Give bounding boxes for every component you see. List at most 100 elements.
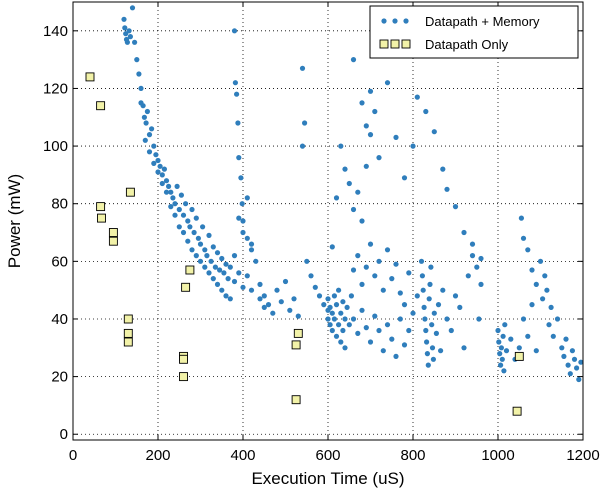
data-point <box>401 175 408 181</box>
data-point <box>185 218 191 224</box>
data-point <box>461 229 467 236</box>
data-point <box>359 218 365 224</box>
data-point <box>569 348 576 354</box>
data-point <box>231 253 238 259</box>
data-point <box>231 28 238 34</box>
data-point <box>138 85 144 91</box>
data-point <box>123 314 133 324</box>
data-point <box>193 215 199 221</box>
data-point <box>340 327 346 334</box>
data-point <box>136 71 142 77</box>
data-point <box>244 273 250 279</box>
data-point <box>376 258 382 264</box>
data-point <box>240 229 246 236</box>
data-point <box>338 310 344 316</box>
data-point <box>325 296 331 302</box>
data-point <box>244 195 250 201</box>
data-point <box>181 282 191 292</box>
data-point <box>422 316 428 322</box>
data-point <box>261 304 267 310</box>
data-point <box>176 206 182 213</box>
data-point <box>546 322 552 328</box>
data-point <box>129 5 136 11</box>
data-point <box>166 183 172 189</box>
data-point <box>287 307 293 313</box>
data-point <box>429 345 436 351</box>
data-point <box>321 302 327 308</box>
data-point <box>367 88 374 94</box>
data-point <box>265 302 272 308</box>
data-point <box>223 261 229 267</box>
data-point <box>346 322 352 328</box>
data-point <box>421 304 427 310</box>
data-point <box>96 202 106 212</box>
grid-lines <box>73 2 583 440</box>
data-point <box>204 253 210 259</box>
data-point <box>223 293 229 299</box>
data-point <box>444 316 450 322</box>
data-point <box>508 336 514 342</box>
x-axis-label: Execution Time (uS) <box>251 469 404 488</box>
data-point <box>122 25 128 31</box>
data-point <box>448 327 454 334</box>
data-point <box>329 327 335 334</box>
data-point <box>565 362 571 368</box>
data-point <box>333 333 340 339</box>
y-axis-label: Power (mW) <box>5 174 24 268</box>
data-point <box>176 224 182 230</box>
data-point <box>153 152 159 158</box>
data-point <box>359 307 365 313</box>
data-point <box>327 304 333 310</box>
data-point <box>340 299 346 305</box>
data-point <box>576 376 582 383</box>
data-point <box>248 241 255 247</box>
data-point <box>498 345 504 351</box>
data-point <box>342 345 348 351</box>
data-point <box>270 310 276 316</box>
data-point <box>525 247 531 253</box>
data-point <box>155 169 161 175</box>
data-point <box>342 166 348 172</box>
series-datapath-only <box>85 72 524 416</box>
data-point <box>424 351 430 357</box>
data-point <box>393 353 399 359</box>
data-point <box>308 273 314 279</box>
series-datapath-memory <box>121 5 584 383</box>
data-point <box>542 273 548 279</box>
data-point <box>438 348 444 354</box>
data-point <box>418 258 425 264</box>
data-point <box>397 316 403 322</box>
data-point <box>502 322 508 328</box>
data-point <box>236 155 242 161</box>
y-tick-label: 120 <box>43 80 68 97</box>
data-point <box>338 143 344 149</box>
data-point <box>503 348 510 354</box>
data-point <box>312 284 318 290</box>
data-point <box>344 304 350 310</box>
data-point <box>121 16 127 22</box>
data-point <box>336 322 342 328</box>
data-point <box>125 187 135 197</box>
data-point <box>202 247 208 253</box>
data-point <box>202 264 208 270</box>
data-point <box>406 327 412 334</box>
data-point <box>559 345 565 351</box>
data-point <box>157 163 163 169</box>
data-point <box>172 201 178 207</box>
data-point <box>123 328 133 338</box>
data-point <box>168 204 174 210</box>
data-point <box>397 290 403 296</box>
data-point <box>414 94 420 100</box>
data-point <box>126 28 132 34</box>
data-point <box>444 186 450 192</box>
data-point <box>333 195 340 201</box>
data-point <box>248 247 255 253</box>
data-point <box>431 310 437 316</box>
x-tick-label: 600 <box>315 447 340 464</box>
data-point <box>578 359 584 365</box>
data-point <box>478 281 484 287</box>
data-point <box>420 287 426 293</box>
data-point <box>518 215 525 221</box>
data-point <box>278 299 284 305</box>
data-point <box>384 247 391 253</box>
